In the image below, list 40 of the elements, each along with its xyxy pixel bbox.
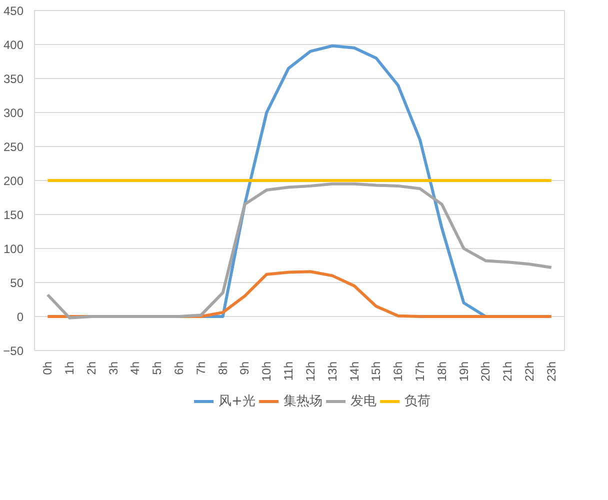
y-tick-label: 250 [3, 140, 24, 154]
x-tick-label: 1h [62, 361, 77, 375]
x-tick-label: 5h [150, 361, 164, 375]
x-tick-label: 20h [478, 361, 493, 382]
x-tick-label: 13h [325, 361, 340, 382]
x-tick-label: 2h [84, 361, 98, 375]
x-tick-label: 22h [522, 361, 536, 382]
y-tick-label: 200 [3, 174, 24, 188]
x-tick-label: 23h [544, 361, 558, 382]
x-tick-label: 3h [106, 361, 120, 375]
x-tick-label: 7h [194, 361, 208, 375]
x-tick-label: 0h [40, 361, 55, 375]
y-tick-label: 0 [16, 310, 24, 324]
x-tick-label: 21h [500, 361, 515, 382]
y-tick-label: 50 [10, 276, 24, 290]
y-tick-label: 450 [3, 4, 24, 18]
x-tick-label: 18h [434, 361, 449, 382]
x-tick-label: 6h [172, 361, 186, 375]
x-tick-label: 4h [128, 361, 142, 375]
x-tick-label: 17h [412, 361, 427, 382]
x-tick-label: 12h [303, 361, 318, 382]
x-tick-label: 10h [260, 361, 274, 382]
y-tick-label: 400 [3, 38, 24, 52]
x-tick-label: 11h [282, 361, 296, 381]
line-series [46, 182, 553, 320]
y-tick-label: 100 [3, 242, 24, 256]
x-tick-label: 19h [456, 361, 471, 382]
legend-label: 发电 [350, 393, 376, 410]
legend-label: 风+光 [218, 393, 256, 410]
y-tick-label: 150 [3, 208, 24, 222]
legend-label: 集热场 [283, 393, 322, 410]
x-tick-label: 15h [369, 361, 384, 382]
x-tick-label: 16h [391, 361, 406, 382]
y-tick-label: 350 [3, 72, 24, 86]
x-tick-label: 14h [347, 361, 362, 382]
y-tick-label: −50 [3, 344, 24, 358]
legend-label: 负荷 [404, 393, 430, 410]
x-tick-label: 8h [216, 361, 230, 375]
x-tick-label: 9h [238, 361, 252, 375]
y-tick-label: 300 [3, 106, 24, 120]
